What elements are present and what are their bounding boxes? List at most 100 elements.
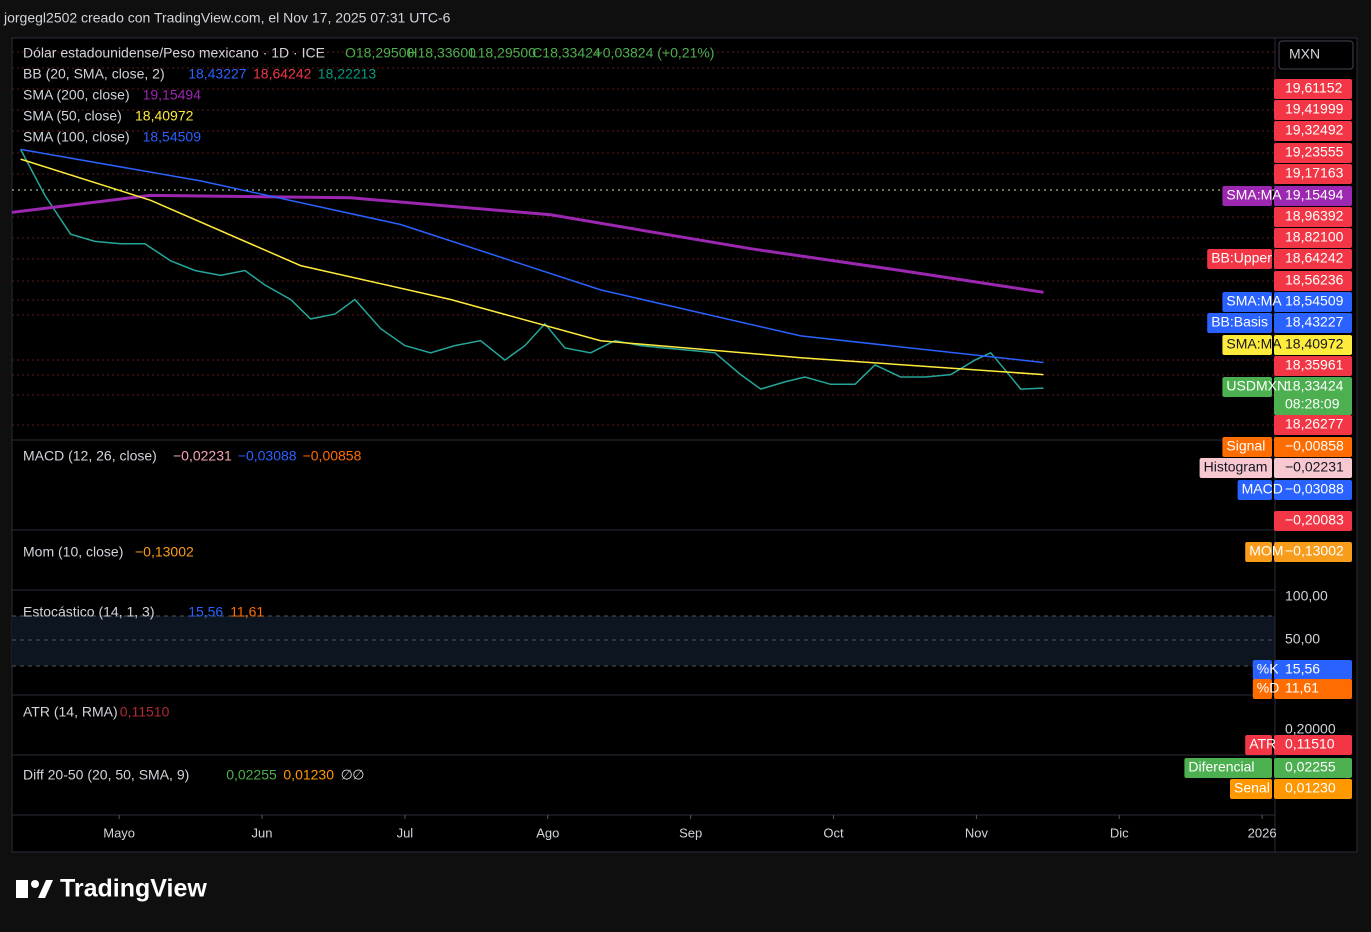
legend-value: 19,15494: [143, 87, 202, 103]
price-tag: [1274, 377, 1352, 415]
price-tag: [1274, 271, 1352, 291]
series-line: [11, 193, 1044, 294]
unit-box: [1278, 40, 1354, 70]
tag-label-box: [1222, 377, 1272, 397]
x-tick-label: Nov: [965, 825, 989, 840]
price-tag: [1274, 186, 1352, 206]
x-tick-label: Mayo: [103, 825, 135, 840]
tag-label: Senal: [1234, 780, 1270, 796]
tag-label-box: [1252, 660, 1272, 680]
legend-value: −0,03088: [238, 448, 297, 464]
tag-label-box: [1207, 313, 1272, 333]
price-tag-value: 18,82100: [1285, 229, 1344, 245]
x-tick-label: 2026: [1248, 825, 1277, 840]
price-tag-value: 18,33424: [1285, 378, 1344, 394]
price-tag: [1274, 79, 1352, 99]
price-tag-value: −0,02231: [1285, 459, 1344, 475]
tag-label: Diferencial: [1188, 759, 1254, 775]
tag-label-box: [1222, 437, 1272, 457]
price-tag-value: 19,17163: [1285, 165, 1344, 181]
legend-title: Dólar estadounidense/Peso mexicano · 1D …: [23, 45, 325, 61]
price-tag-value: 18,40972: [1285, 336, 1344, 352]
ohlc-value: H18,33600: [407, 45, 476, 61]
price-tag-value: 18,96392: [1285, 208, 1344, 224]
x-tick-label: Ago: [536, 825, 559, 840]
legend-label: ATR (14, RMA): [23, 704, 118, 720]
series-line: [20, 148, 1044, 364]
tag-label: %K: [1257, 661, 1279, 677]
legend-value: 15,56: [188, 604, 223, 620]
price-tag-value: −0,00858: [1285, 438, 1344, 454]
legend-label: SMA (100, close): [23, 129, 130, 145]
price-tag-value: 100,00: [1285, 588, 1328, 604]
legend-value: ∅: [352, 767, 364, 783]
price-tag: [1274, 164, 1352, 184]
tag-label-box: [1207, 249, 1272, 269]
tag-label: SMA:MA: [1226, 293, 1282, 309]
price-tag-value: 0,01230: [1285, 780, 1336, 796]
price-tag-value: 0,02255: [1285, 759, 1336, 775]
price-tag-value: −0,03088: [1285, 481, 1344, 497]
price-tag: [1274, 542, 1352, 562]
price-tag-value: 0,20000: [1285, 721, 1336, 737]
price-tag-value: 50,00: [1285, 631, 1320, 647]
ohlc-value: C18,33424: [532, 45, 601, 61]
price-tag: [1274, 100, 1352, 120]
tag-label-box: [1237, 480, 1272, 500]
tag-label-box: [1222, 335, 1272, 355]
tag-label-box: [1245, 735, 1272, 755]
price-tag: [1274, 679, 1352, 699]
price-tag: [1274, 437, 1352, 457]
legend-value: 18,54509: [143, 129, 202, 145]
series-line: [20, 158, 1044, 376]
price-tag-value: 11,61: [1285, 680, 1319, 696]
legend-label: MACD (12, 26, close): [23, 448, 157, 464]
price-tag-value: 19,41999: [1285, 101, 1344, 117]
price-tag-value: −0,20083: [1285, 512, 1344, 528]
tag-label: SMA:MA: [1226, 187, 1282, 203]
price-tag-time: 08:28:09: [1285, 396, 1340, 412]
ohlc-value: O18,29500: [345, 45, 414, 61]
tag-label: Histogram: [1204, 459, 1268, 475]
legend-value: 18,64242: [253, 66, 312, 82]
legend-value: 0,11510: [120, 704, 170, 720]
tag-label: MOM: [1249, 543, 1283, 559]
ohlc-value: L18,29500: [470, 45, 536, 61]
price-tag: [1274, 779, 1352, 799]
x-tick-label: Dic: [1110, 825, 1129, 840]
chart-frame: [11, 37, 1358, 853]
price-tag: [1274, 335, 1352, 355]
price-tag-value: 19,15494: [1285, 187, 1344, 203]
tag-label-box: [1222, 292, 1272, 312]
x-tick-label: Oct: [823, 825, 844, 840]
unit: MXN: [1289, 46, 1320, 62]
tag-label-box: [1252, 679, 1272, 699]
price-tag-value: 19,32492: [1285, 122, 1344, 138]
legend-value: −0,00858: [303, 448, 362, 464]
tag-label-box: [1230, 779, 1272, 799]
ohlc-value: +0,03824 (+0,21%): [595, 45, 715, 61]
tag-label: SMA:MA: [1226, 336, 1282, 352]
x-tick-label: Sep: [679, 825, 702, 840]
price-tag: [1274, 121, 1352, 141]
price-tag-value: 19,61152: [1285, 80, 1343, 96]
price-tag: [1274, 313, 1352, 333]
price-tag-value: 18,54509: [1285, 293, 1344, 309]
price-tag-value: 18,26277: [1285, 416, 1344, 432]
legend-label: SMA (200, close): [23, 87, 130, 103]
legend-label: Mom (10, close): [23, 544, 123, 560]
price-tag: [1274, 356, 1352, 376]
x-tick-label: Jun: [252, 825, 273, 840]
legend-value: 18,22213: [318, 66, 377, 82]
legend-label: SMA (50, close): [23, 108, 122, 124]
price-tag: [1274, 458, 1352, 478]
price-tag: [1274, 292, 1352, 312]
price-tag-value: 18,56236: [1285, 272, 1344, 288]
tag-label: BB:Upper: [1211, 250, 1272, 266]
legend-value: ∅: [341, 767, 353, 783]
price-tag-value: 15,56: [1285, 661, 1320, 677]
legend-value: 0,02255: [226, 767, 277, 783]
price-tag: [1274, 511, 1352, 531]
